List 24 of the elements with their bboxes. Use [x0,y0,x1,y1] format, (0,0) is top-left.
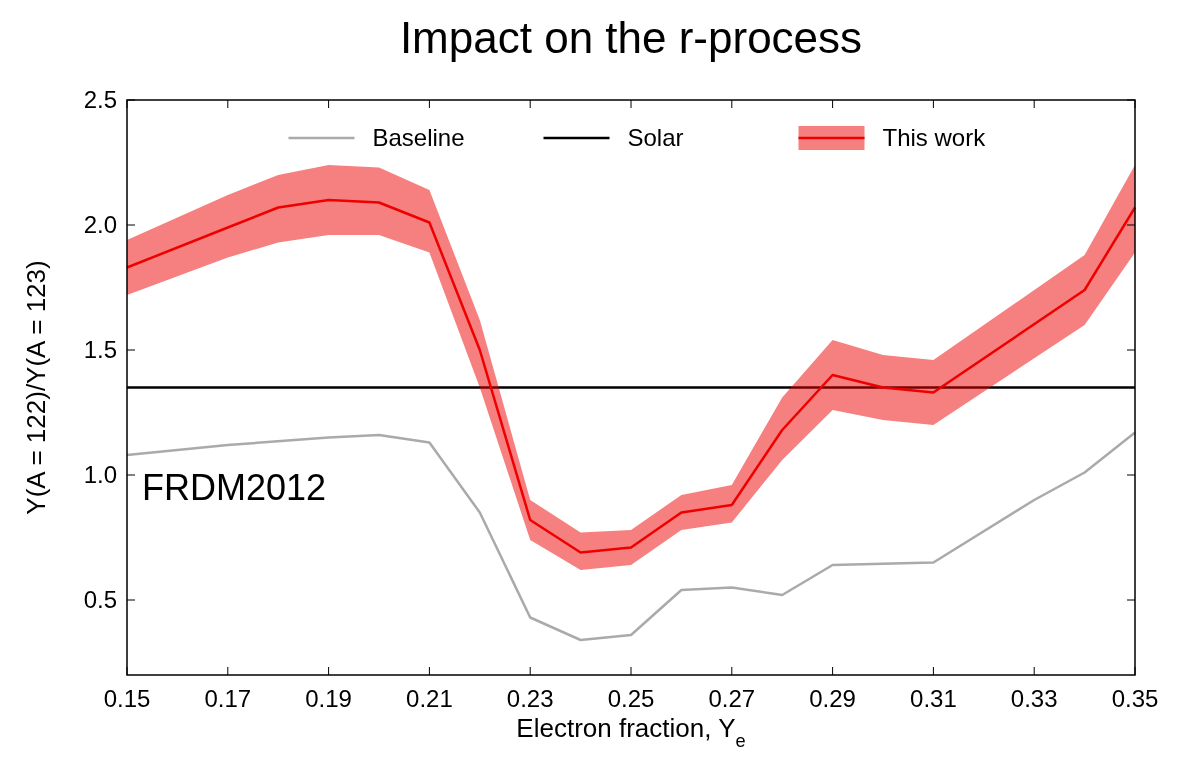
y-tick-label: 1.0 [83,461,117,488]
y-axis-title: Y(A = 122)/Y(A = 123) [21,260,51,515]
x-tick-label: 0.29 [809,685,856,712]
x-tick-label: 0.35 [1111,685,1159,712]
legend-label: Baseline [372,124,465,151]
y-tick-label: 0.5 [83,586,117,613]
x-tick-label: 0.17 [204,685,252,712]
line-series [125,431,1137,642]
annotation: FRDM2012 [142,467,327,508]
x-tick-label: 0.15 [103,685,151,712]
legend-label: This work [882,124,987,151]
x-tick-label: 0.33 [1010,685,1058,712]
x-axis-title: Electron fraction, Y$_{e}$ [516,713,746,751]
x-tick-label: 0.25 [607,685,655,712]
chart-title: Impact on the r-process [399,13,863,62]
legend-label: Solar [627,124,684,151]
x-tick-label: 0.27 [708,685,756,712]
y-tick-label: 1.5 [83,336,117,363]
x-tick-label: 0.31 [910,685,957,712]
x-tick-label: 0.21 [406,685,453,712]
y-tick-label: 2.0 [83,211,117,238]
x-tick-label: 0.23 [506,685,554,712]
x-tick-label: 0.19 [305,685,352,712]
y-tick-label: 2.5 [83,86,117,113]
